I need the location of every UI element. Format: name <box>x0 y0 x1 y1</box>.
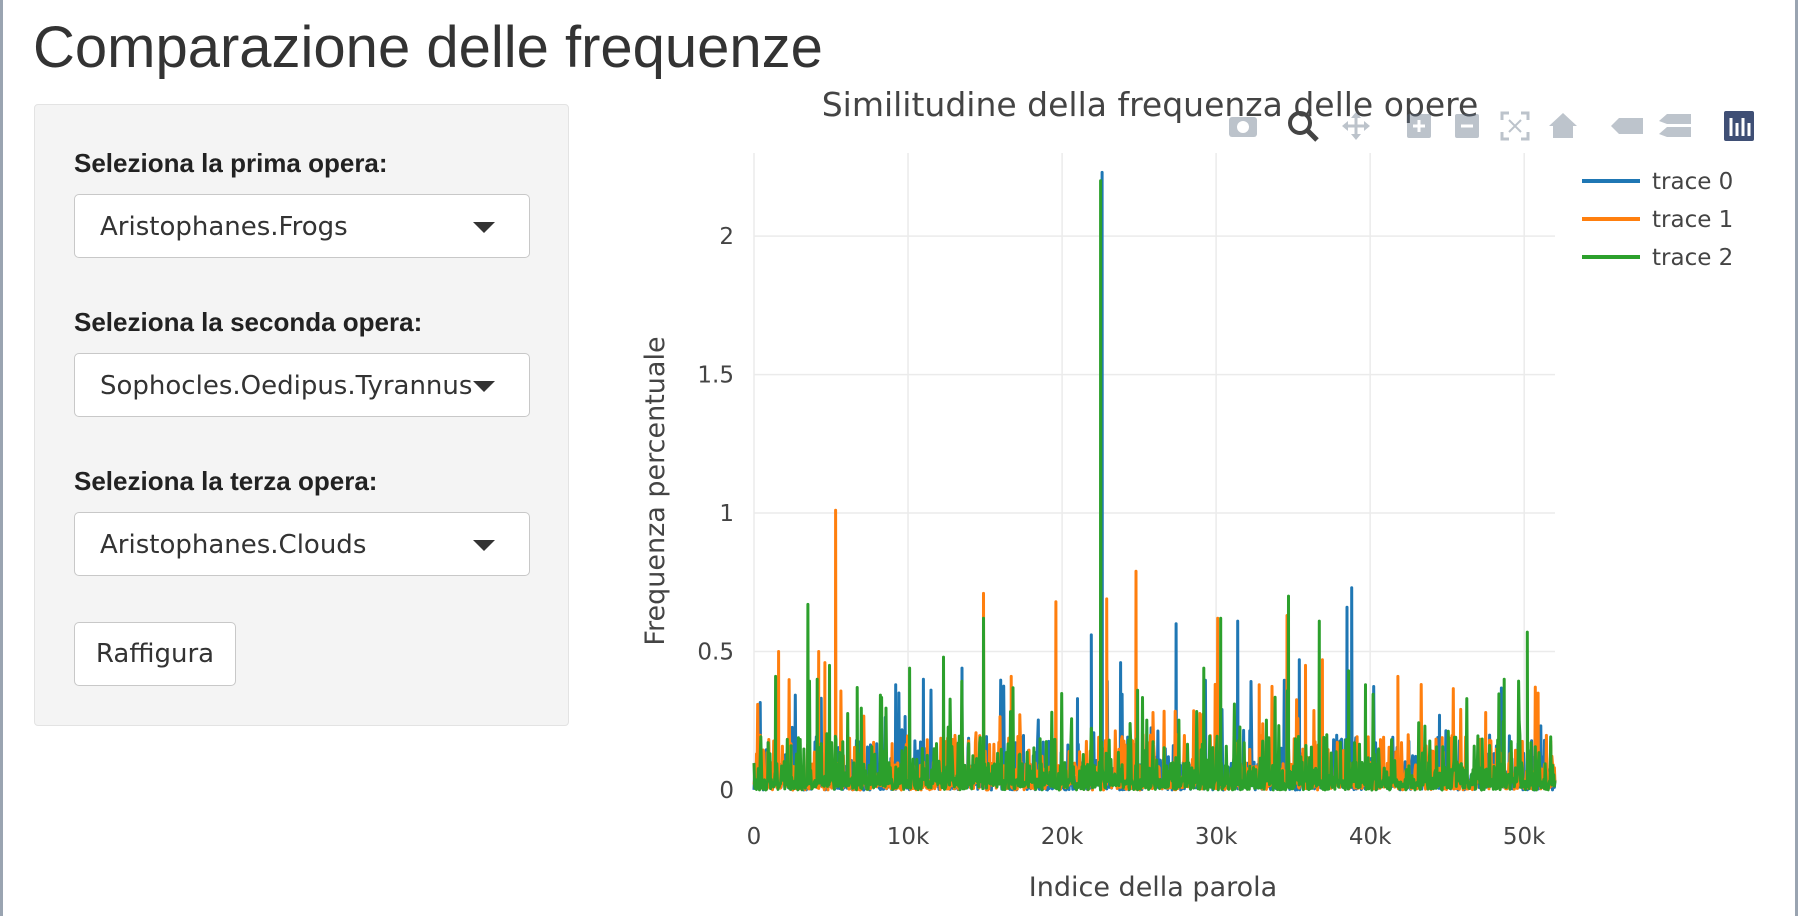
series-line-trace-0 <box>752 170 1557 792</box>
hover-closest-icon[interactable] <box>1611 118 1643 134</box>
chevron-down-icon <box>473 381 495 392</box>
zoom-icon[interactable] <box>1288 111 1319 142</box>
x-tick-label: 0 <box>747 824 762 850</box>
zoom-in-icon[interactable] <box>1407 114 1431 138</box>
zoom-in-box <box>1407 114 1431 138</box>
autoscale-cross <box>1508 119 1522 133</box>
select3-dropdown[interactable]: Aristophanes.Clouds <box>74 512 530 576</box>
y-tick-label: 1 <box>719 501 734 527</box>
autoscale-corners <box>1500 111 1530 141</box>
select1-label: Seleziona la prima opera: <box>74 148 388 178</box>
zoom-lens <box>1288 111 1312 135</box>
x-tick-label: 30k <box>1195 824 1238 850</box>
select3-value: Aristophanes.Clouds <box>100 530 367 560</box>
hover-compare-icon[interactable] <box>1659 114 1691 137</box>
y-tick-label: 0 <box>719 778 734 804</box>
zoom-in-plus <box>1413 120 1425 132</box>
select1-dropdown[interactable]: Aristophanes.Frogs <box>74 194 530 258</box>
zoom-out-box <box>1455 114 1479 138</box>
plotly-logo-icon[interactable] <box>1724 111 1754 141</box>
select2-value: Sophocles.Oedipus.Tyrannus <box>100 371 473 401</box>
reset-axes-icon[interactable] <box>1549 113 1577 138</box>
select1-value: Aristophanes.Frogs <box>100 212 348 242</box>
autoscale-icon[interactable] <box>1500 111 1530 141</box>
zoom-handle <box>1306 129 1319 142</box>
zoom-out-icon[interactable] <box>1455 114 1479 138</box>
y-tick-label: 1.5 <box>697 363 734 389</box>
window-border-left <box>0 0 3 916</box>
select2-dropdown[interactable]: Sophocles.Oedipus.Tyrannus <box>74 353 530 417</box>
sidebar-panel: Seleziona la prima opera: Aristophanes.F… <box>34 104 569 726</box>
select2-label: Seleziona la seconda opera: <box>74 307 423 337</box>
home-shape <box>1549 113 1577 138</box>
y-tick-label: 0.5 <box>697 640 734 666</box>
y-axis-label: Frequenza percentuale <box>640 336 671 645</box>
camera-body <box>1229 117 1257 137</box>
chevron-down-icon <box>473 540 495 551</box>
x-axis-label: Indice della parola <box>1029 872 1277 903</box>
y-tick-label: 2 <box>719 224 734 250</box>
chevron-down-icon <box>473 222 495 233</box>
x-tick-label: 40k <box>1349 824 1392 850</box>
series-line-trace-2 <box>752 179 1557 792</box>
logo-bars <box>1729 118 1751 136</box>
camera-icon[interactable] <box>1229 117 1257 137</box>
tags-shape <box>1659 114 1691 137</box>
select3-label: Seleziona la terza opera: <box>74 466 378 496</box>
page-title: Comparazione delle frequenze <box>33 15 823 80</box>
chart-title: Similitudine della frequenza delle opere <box>822 86 1479 124</box>
tag-shape <box>1611 118 1643 134</box>
window-border-right <box>1795 0 1798 916</box>
legend-entry[interactable]: trace 2 <box>1652 245 1733 271</box>
pan-icon[interactable] <box>1342 112 1370 140</box>
modebar <box>1229 111 1754 142</box>
pan-arrows <box>1342 112 1370 140</box>
legend-entry[interactable]: trace 0 <box>1652 169 1733 195</box>
x-tick-label: 20k <box>1041 824 1084 850</box>
frequency-chart: 0 10k 20k 30k 40k 50k 0 0.5 1 1.5 2 Similitudine d… <box>640 86 1754 903</box>
x-tick-label: 10k <box>887 824 930 850</box>
camera-lens <box>1237 121 1249 133</box>
legend-entry[interactable]: trace 1 <box>1652 207 1733 233</box>
x-tick-label: 50k <box>1503 824 1546 850</box>
raffigura-button[interactable]: Raffigura <box>74 622 236 686</box>
